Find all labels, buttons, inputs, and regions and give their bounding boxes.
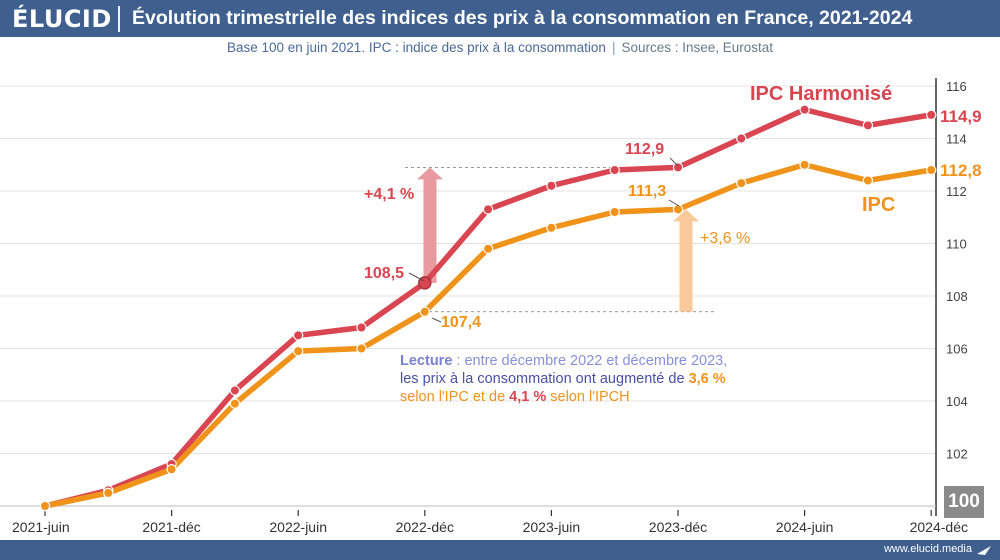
footer-url[interactable]: www.elucid.media	[883, 543, 972, 555]
x-tick-label: 2024-juin	[776, 519, 834, 535]
logo: ÉLUCID	[12, 4, 112, 33]
ipc-point	[609, 206, 620, 218]
header-divider	[118, 5, 120, 32]
lecture-line3-text: selon l'IPC et de	[400, 389, 510, 405]
ipch-increase-arrow	[417, 167, 443, 283]
x-tick-label: 2022-juin	[269, 519, 327, 535]
x-tick-label: 2024-déc	[910, 519, 968, 535]
ipc-end-value: 111,3	[628, 183, 666, 200]
ipch-point	[293, 330, 304, 341]
y-tick-label: 112	[946, 184, 967, 199]
footer-bar: www.elucid.media	[0, 540, 1000, 560]
lecture-note: Lecture : entre décembre 2022 et décembr…	[400, 352, 800, 406]
series-label-ipch: IPC Harmonisé	[750, 83, 892, 105]
lecture-lead: Lecture	[400, 353, 453, 369]
ipc-point	[482, 243, 494, 254]
ipc-point	[926, 164, 937, 176]
ipc-point	[293, 345, 304, 357]
ipc-last-value: 112,8	[940, 161, 982, 180]
x-tick-label: 2023-juin	[523, 519, 581, 535]
ipch-point	[609, 164, 620, 176]
ipc-start-value: 107,4	[441, 314, 481, 331]
ipch-start-leader	[408, 272, 425, 282]
y-tick-label: 114	[946, 132, 967, 147]
x-tick-label: 2021-juin	[12, 519, 70, 535]
y-tick-label: 106	[946, 342, 968, 357]
series-label-ipc: IPC	[862, 194, 895, 216]
lecture-line3-end: selon l'IPCH	[546, 389, 630, 405]
ipch-point	[482, 204, 494, 215]
ipch-point	[736, 133, 747, 144]
ipch-point	[862, 120, 874, 131]
chart-subtitle: Base 100 en juin 2021. IPC : indice des …	[0, 40, 1000, 55]
ipc-change-label: +3,6 %	[700, 230, 750, 247]
y-tick-label: 110	[946, 237, 967, 252]
ipch-end-leader	[669, 157, 679, 167]
ipc-point	[799, 159, 810, 170]
y-tick-label: 102	[946, 447, 968, 462]
lecture-line1-text: : entre décembre 2022 et décembre 2023,	[452, 353, 728, 369]
ipc-point	[229, 398, 241, 409]
ipc-point	[546, 222, 557, 233]
lecture-line-1: Lecture : entre décembre 2022 et décembr…	[400, 352, 800, 370]
ipch-point	[229, 385, 241, 396]
subtitle-text: Base 100 en juin 2021. IPC : indice des …	[226, 40, 606, 55]
x-tick-label: 2021-déc	[142, 519, 200, 535]
ipc-point	[862, 175, 874, 186]
lecture-ipch-pct: 4,1 %	[509, 389, 547, 405]
subtitle-sources: Sources : Insee, Eurostat	[621, 40, 774, 55]
ipch-point	[672, 162, 684, 173]
lecture-ipc-pct: 3,6 %	[688, 371, 726, 387]
base-100-label: 100	[944, 486, 984, 518]
y-tick-label: 104	[946, 394, 968, 409]
ipch-change-label: +4,1 %	[364, 186, 414, 203]
y-tick-label: 108	[946, 289, 968, 304]
header-bar: ÉLUCID Évolution trimestrielle des indic…	[0, 0, 1000, 37]
ipc-point	[736, 177, 747, 189]
ipc-point	[166, 464, 177, 475]
ipc-increase-arrow	[673, 209, 699, 312]
subtitle-separator: |	[611, 40, 616, 55]
x-tick-label: 2023-déc	[649, 519, 707, 535]
x-tick-label: 2022-déc	[396, 519, 454, 535]
line-chart: 102 104 106 108 110 112 114 116 2021-juin 2021-dé…	[0, 78, 982, 535]
lecture-line-2: les prix à la consommation ont augmenté …	[400, 370, 800, 388]
ipch-point	[546, 180, 557, 191]
ipc-start-leader	[431, 317, 442, 323]
ipc-point	[356, 343, 367, 354]
ipch-point	[356, 322, 367, 333]
y-tick-label: 116	[946, 79, 967, 94]
ipc-point	[103, 487, 114, 499]
chart-title: Évolution trimestrielle des indices des …	[132, 7, 913, 29]
ipch-end-value: 112,9	[625, 141, 664, 158]
ipch-last-value: 114,9	[940, 107, 982, 126]
ipc-point	[419, 306, 430, 317]
ipch-point	[926, 109, 937, 121]
ipch-point	[799, 104, 810, 115]
ipc-end-leader	[668, 199, 680, 207]
ipc-point	[39, 500, 51, 512]
ipc-point	[672, 204, 684, 215]
lecture-line-3: selon l'IPC et de 4,1 % selon l'IPCH	[400, 388, 800, 406]
ipch-start-value: 108,5	[364, 265, 404, 282]
arrow-swoosh-icon	[977, 546, 991, 555]
lecture-line2-text: les prix à la consommation ont augmenté …	[400, 371, 689, 387]
